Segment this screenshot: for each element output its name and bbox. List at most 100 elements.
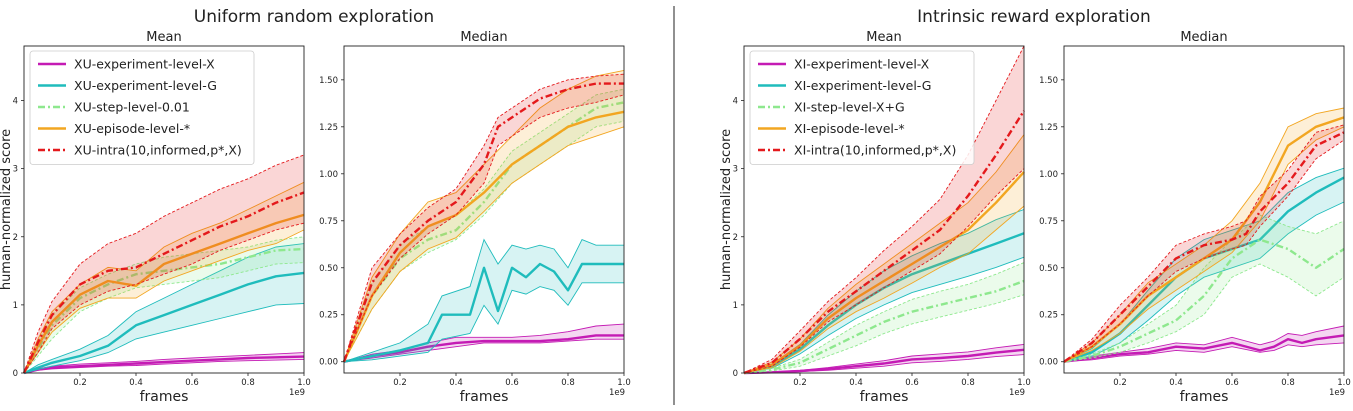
confidence-band <box>344 239 624 362</box>
x-tick-label: 0.6 <box>905 378 919 388</box>
y-tick-label: 0.25 <box>1039 311 1058 321</box>
series-XU-experiment-level-X <box>23 352 305 375</box>
right-figure-title: Intrinsic reward exploration <box>917 7 1151 27</box>
y-tick-label: 1.25 <box>319 123 338 133</box>
subplot-title: Median <box>460 30 507 45</box>
band-lo-line <box>743 294 1025 374</box>
confidence-band <box>24 243 304 373</box>
x-multiplier: 1e9 <box>609 388 625 398</box>
legend-label: XU-experiment-level-G <box>74 78 217 93</box>
axes-frame <box>23 45 305 374</box>
series-line <box>1063 131 1345 363</box>
confidence-band <box>1064 215 1344 362</box>
x-tick-label: 0.2 <box>1113 378 1127 388</box>
x-tick-label: 0.4 <box>449 378 463 388</box>
series-line <box>343 262 624 363</box>
band-hi-line <box>343 73 625 362</box>
legend-box <box>29 50 255 165</box>
legend-label: XU-step-level-0.01 <box>74 100 190 115</box>
series-XU-intra(10,informed,p*,X) <box>342 73 625 363</box>
x-tick-label: 0.2 <box>793 378 807 388</box>
band-hi-line <box>343 69 625 362</box>
legend-label: XI-intra(10,informed,p*,X) <box>794 143 956 158</box>
band-lo-line <box>23 303 305 374</box>
band-hi-line <box>743 134 1025 374</box>
x-tick-label: 0.8 <box>241 378 255 388</box>
axes-frame <box>743 45 1025 374</box>
band-lo-line <box>1063 126 1345 363</box>
confidence-band <box>744 262 1024 373</box>
x-tick-label: 0.8 <box>961 378 975 388</box>
y-tick-label: 0.00 <box>1039 358 1058 368</box>
series-line <box>743 279 1025 375</box>
band-lo-line <box>1063 201 1345 363</box>
axes-frame <box>1063 45 1345 374</box>
y-tick-label: 0.25 <box>319 311 338 321</box>
legend-label: XI-experiment-level-G <box>794 78 931 93</box>
y-tick-label: 1 <box>733 301 738 311</box>
x-tick-label: 1.0 <box>297 378 311 388</box>
x-multiplier: 1e9 <box>289 388 305 398</box>
legend-label: XI-step-level-X+G <box>794 100 905 115</box>
x-tick-label: 0.4 <box>849 378 863 388</box>
band-lo-line <box>1063 263 1345 363</box>
band-lo-line <box>23 262 305 374</box>
confidence-band <box>24 236 304 373</box>
y-axis-label: human-normalized score <box>719 129 734 290</box>
y-tick-label: 3 <box>733 165 738 175</box>
series-line <box>343 334 624 363</box>
band-lo-line <box>343 282 624 363</box>
series-line <box>22 213 305 374</box>
confidence-band <box>1064 124 1344 362</box>
legend: XU-experiment-level-X XU-experiment-level… <box>29 50 255 165</box>
series-XI-experiment-level-X <box>743 343 1025 375</box>
y-tick-label: 1.50 <box>1039 76 1058 86</box>
band-lo-line <box>343 338 624 363</box>
series-line <box>23 355 305 375</box>
band-hi-line <box>23 154 305 374</box>
confidence-band <box>744 46 1024 373</box>
subplot-title: Mean <box>866 30 901 45</box>
series-line <box>743 348 1025 375</box>
x-tick-label: 0.8 <box>561 378 575 388</box>
legend: XI-experiment-level-X XI-experiment-level… <box>749 50 975 165</box>
y-tick-label: 4 <box>733 97 738 107</box>
y-tick-label: 1.00 <box>319 170 338 180</box>
x-tick-label: 0.6 <box>505 378 519 388</box>
confidence-band <box>24 155 304 373</box>
series-line <box>743 171 1025 375</box>
series-line <box>1063 334 1345 363</box>
axes-frame <box>343 45 625 374</box>
legend-label: XI-experiment-level-X <box>794 57 930 72</box>
series-line <box>342 82 624 363</box>
series-line <box>342 101 625 363</box>
x-tick-label: 0.2 <box>393 378 407 388</box>
y-tick-label: 0.75 <box>319 217 338 227</box>
legend-box <box>749 50 975 165</box>
x-tick-label: 0.8 <box>1281 378 1295 388</box>
series-line <box>23 271 305 375</box>
series-XU-experiment-level-G <box>23 243 305 375</box>
series-XI-intra(10,informed,p*,X) <box>743 45 1026 375</box>
series-XI-step-level-X+G <box>1063 214 1345 363</box>
band-lo-line <box>743 168 1025 374</box>
series-XU-episode-level-* <box>342 69 625 363</box>
band-hi-line <box>23 236 305 374</box>
band-hi-line <box>1063 124 1345 363</box>
x-tick-label: 1.0 <box>617 378 631 388</box>
band-hi-line <box>343 88 625 362</box>
band-lo-line <box>23 229 305 374</box>
confidence-band <box>1064 168 1344 362</box>
x-multiplier: 1e9 <box>1329 388 1345 398</box>
x-axis-label: frames <box>1180 389 1229 405</box>
confidence-band <box>744 344 1024 373</box>
confidence-band <box>24 182 304 373</box>
series-line <box>743 110 1026 375</box>
band-lo-line <box>23 222 305 374</box>
y-tick-label: 3 <box>13 165 18 175</box>
subplot-title: Mean <box>146 30 181 45</box>
